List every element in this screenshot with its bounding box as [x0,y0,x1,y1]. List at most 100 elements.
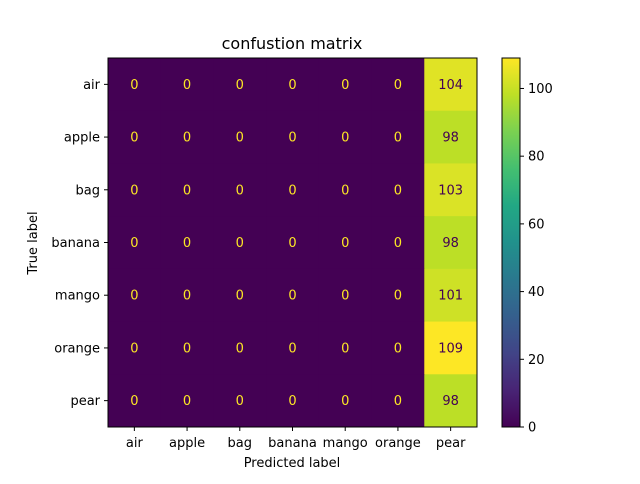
x-tick-label: orange [375,436,421,451]
cell-value-label: 98 [442,131,459,146]
heatmap-cell [108,374,162,428]
cell-value-label: 109 [438,341,463,356]
heatmap-cell [213,110,267,164]
y-tick-label: apple [64,131,100,146]
cell-value-label: 0 [236,289,244,304]
cell-value-label: 0 [130,394,138,409]
y-tick-label: pear [70,394,100,409]
y-tick-label: bag [76,183,100,198]
heatmap-cell [318,163,373,217]
colorbar-tick-label: 80 [528,150,545,165]
cell-value-label: 104 [438,78,463,93]
heatmap-cell [318,268,373,323]
heatmap-cell [213,268,267,323]
cell-value-label: 0 [183,394,191,409]
heatmap-cell [213,374,267,428]
cell-value-label: 0 [288,341,296,356]
cell-value-label: 0 [130,131,138,146]
cell-value-label: 0 [183,289,191,304]
heatmap-cell [371,216,425,270]
heatmap-cell [318,216,373,270]
heatmap-cell [266,58,320,112]
heatmap-cell [108,268,162,323]
cell-value-label: 0 [288,289,296,304]
cell-value-label: 0 [236,78,244,93]
heatmap-cell [371,58,425,112]
colorbar-frame [501,57,521,428]
heatmap-cell [160,268,214,323]
heatmap-cell [424,268,478,323]
heatmap-cell [318,110,373,164]
cell-value-label: 103 [438,183,463,198]
cell-value-label: 0 [288,394,296,409]
colorbar: 0 20 40 60 80 100 [501,57,553,436]
heatmap-cell [160,110,214,164]
heatmap-cell [371,374,425,428]
y-tick-label: orange [54,341,100,356]
heatmap-cell [213,58,267,112]
axes: air apple bag banana mango orange pear air apple… [51,78,466,451]
heatmap-cell [424,216,478,270]
cell-value-label: 0 [288,78,296,93]
cell-value-label: 0 [236,236,244,251]
heatmap-cell [160,374,214,428]
cell-value-label: 0 [236,341,244,356]
cell-value-label: 98 [442,236,459,251]
heatmap-cell [318,58,373,112]
x-axis-label: Predicted label [244,456,341,471]
colorbar-gradient [502,58,520,427]
heatmap-cell [160,58,214,112]
cell-value-label: 0 [341,394,349,409]
x-tick-label: mango [323,436,368,451]
x-tick-label: banana [268,436,317,451]
heatmap-cell [160,321,214,375]
heatmap-cell [213,321,267,375]
cell-value-label: 0 [288,183,296,198]
heatmap-cell [213,163,267,217]
cell-value-label: 0 [236,131,244,146]
cell-value-label: 0 [130,289,138,304]
cell-value-label: 0 [236,183,244,198]
x-tick-label: apple [169,436,205,451]
heatmap-cell [266,216,320,270]
heatmap-cell [424,321,478,375]
heatmap-cell [424,58,478,112]
heatmap-cell [108,216,162,270]
cell-value-label: 0 [341,341,349,356]
cell-value-label: 0 [130,78,138,93]
heatmap-cell [424,374,478,428]
heatmap-cell [108,163,162,217]
heatmap-cell [266,110,320,164]
heatmap-cell [108,58,162,112]
heatmap-cell [318,374,373,428]
cell-value-label: 0 [130,341,138,356]
colorbar-tick-label: 20 [528,353,545,368]
heatmap-cell [371,110,425,164]
cell-value-label: 0 [183,78,191,93]
x-tick-label: air [126,436,144,451]
cell-value-label: 0 [341,289,349,304]
colorbar-tick-label: 0 [528,421,536,436]
cell-value-label: 0 [394,78,402,93]
cell-value-label: 0 [183,183,191,198]
cell-value-label: 0 [341,78,349,93]
cell-value-label: 0 [394,131,402,146]
cell-value-label: 0 [236,394,244,409]
x-tick-label: bag [228,436,252,451]
heatmap-cell [424,110,478,164]
heatmap-cell [213,216,267,270]
cell-value-label: 0 [394,236,402,251]
heatmap-cell [108,110,162,164]
heatmap-cell [160,216,214,270]
cell-value-label: 0 [394,341,402,356]
heatmap-cell [371,268,425,323]
chart-title: confustion matrix [222,34,363,53]
cell-value-label: 0 [183,341,191,356]
colorbar-tick-label: 40 [528,285,545,300]
heatmap-cell [424,163,478,217]
cell-value-label: 0 [183,236,191,251]
cell-value-label: 0 [130,183,138,198]
heatmap-cell [371,321,425,375]
y-tick-label: banana [51,236,100,251]
cell-value-label: 0 [394,394,402,409]
